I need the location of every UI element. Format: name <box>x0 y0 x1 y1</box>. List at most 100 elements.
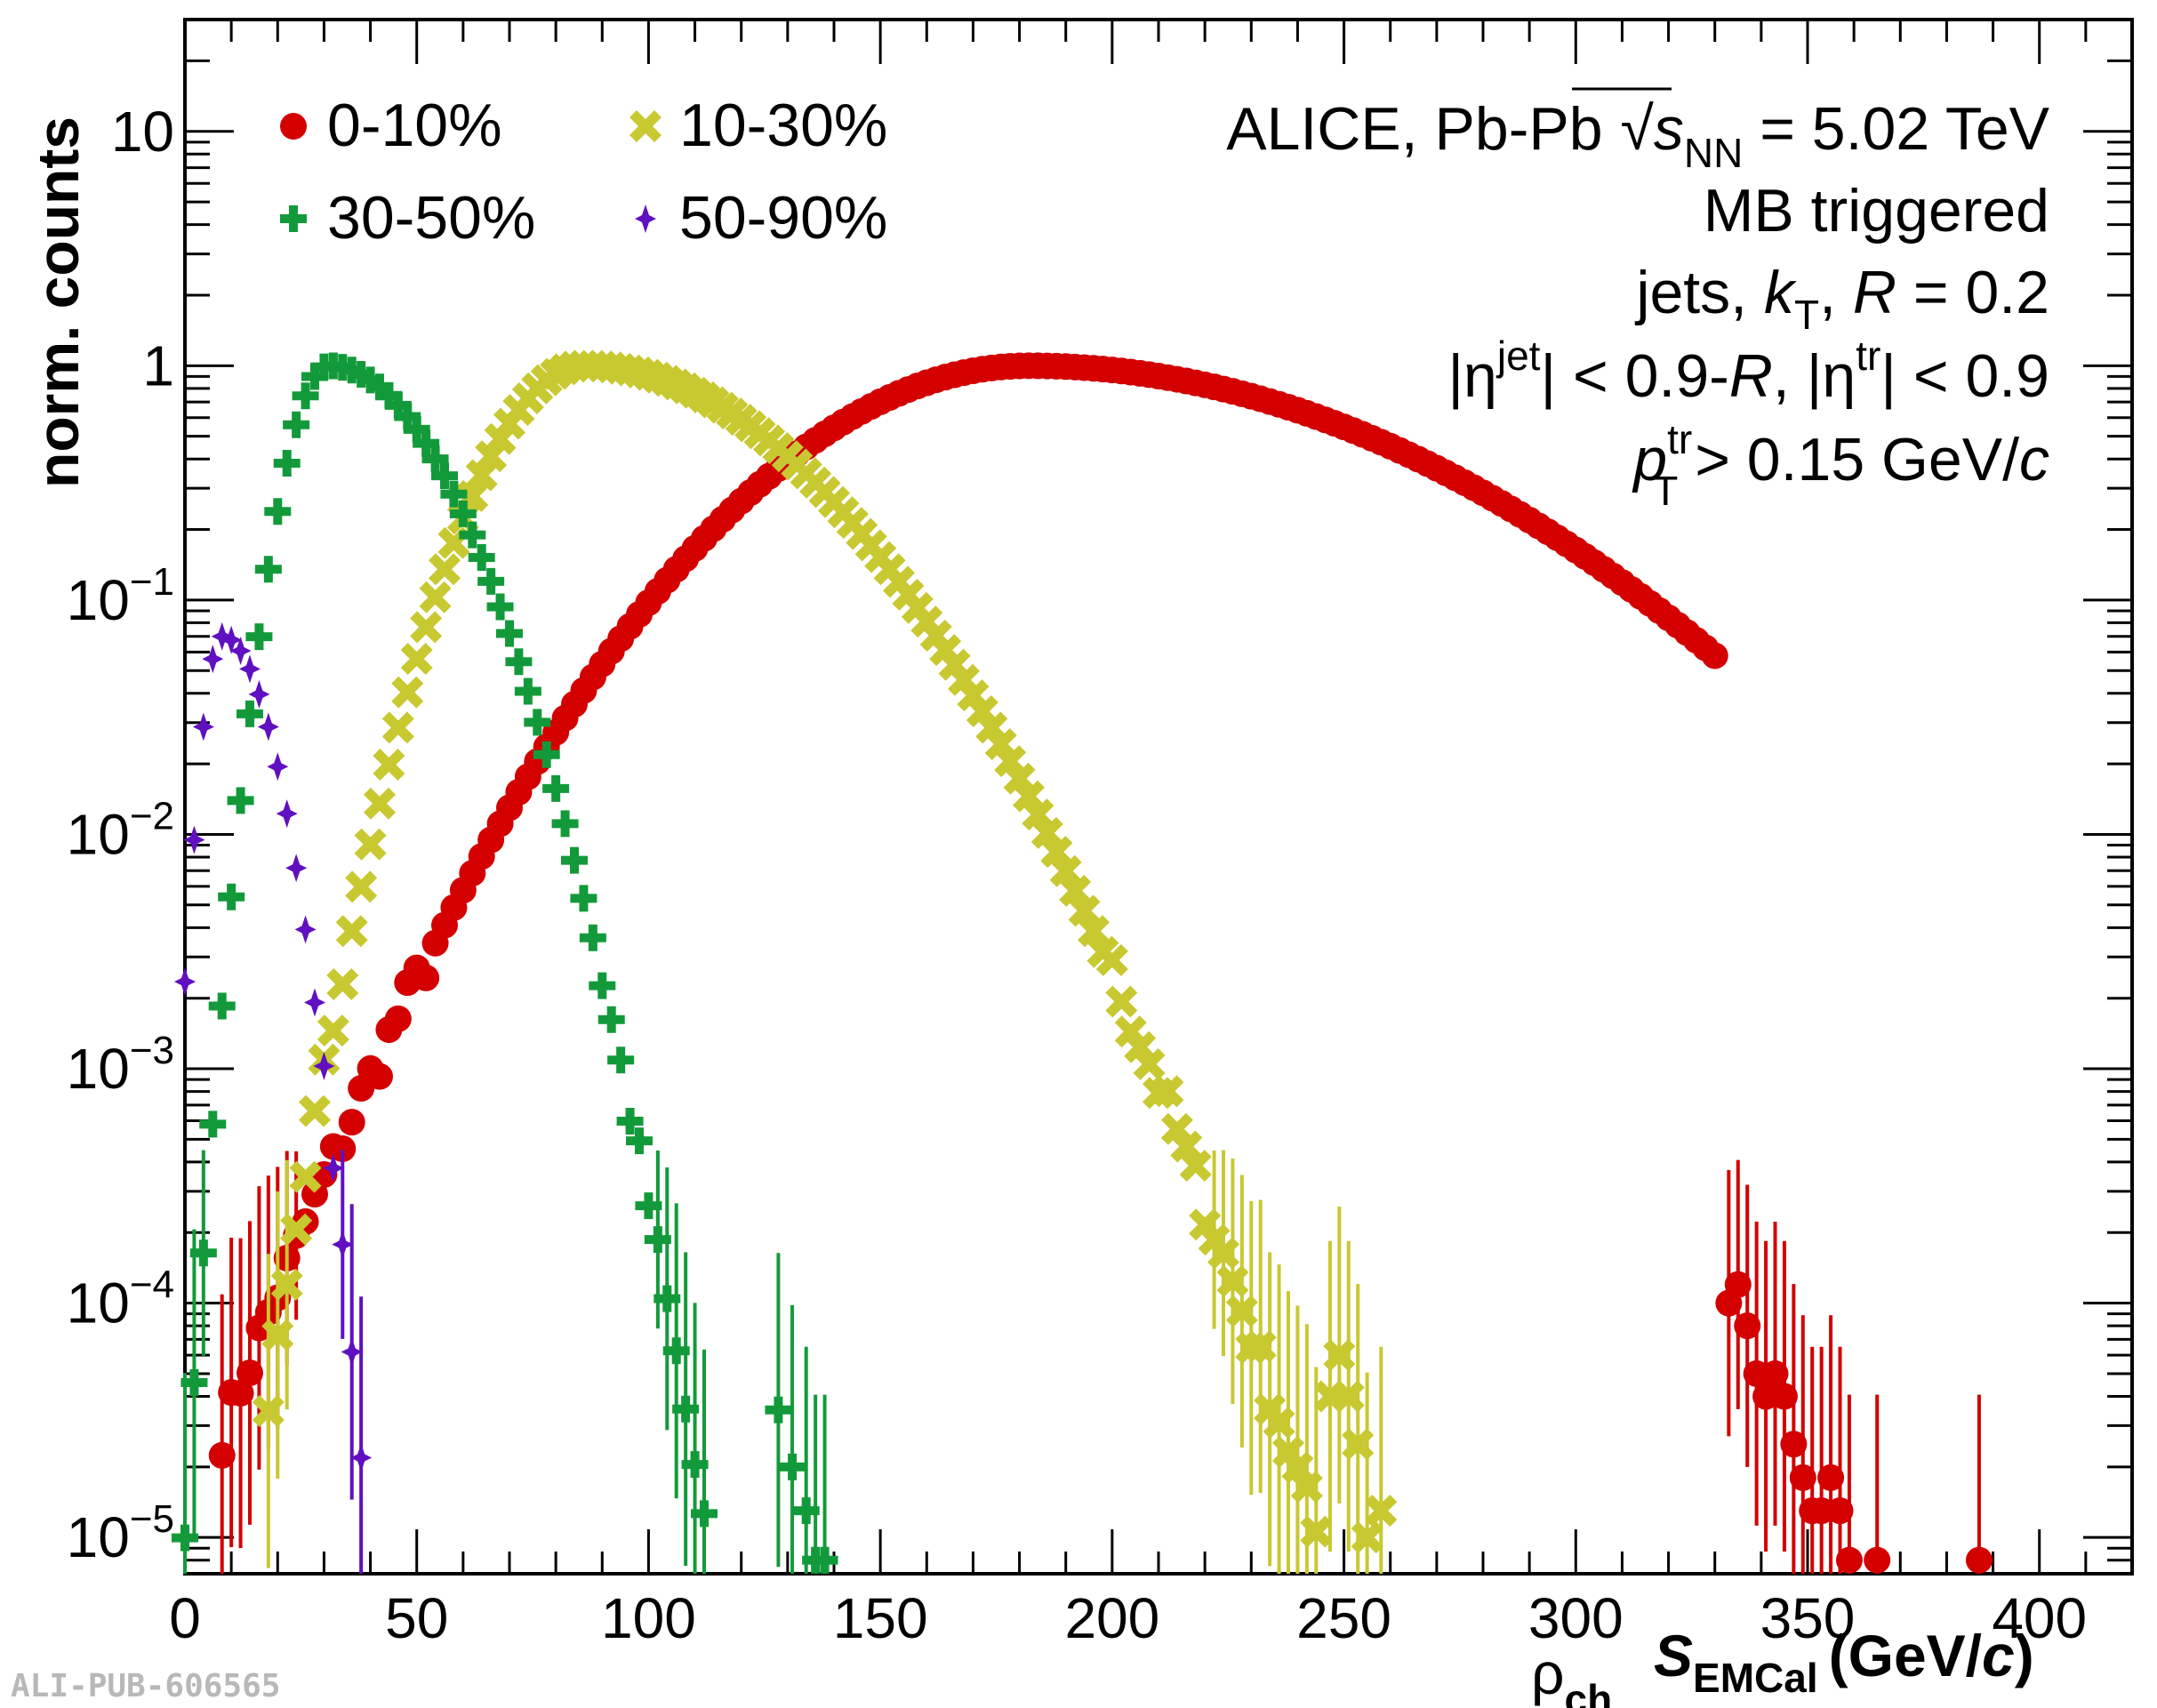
y-tick-label: 10 <box>111 100 174 164</box>
svg-text:ρch: ρch <box>1531 1640 1612 1708</box>
data-point <box>218 883 245 910</box>
y-tick-label: 10−2 <box>67 794 174 866</box>
data-point <box>221 625 243 654</box>
data-point <box>1170 1130 1203 1163</box>
data-point <box>431 462 458 490</box>
x-tick-label: 350 <box>1760 1586 1856 1650</box>
data-point <box>211 621 233 651</box>
data-point <box>229 637 252 666</box>
data-point <box>792 1497 820 1525</box>
data-point <box>551 810 579 838</box>
data-point <box>227 1379 254 1407</box>
legend-marker-3 <box>635 204 656 233</box>
legend-label-30-50: 30-50% <box>327 184 535 252</box>
data-point <box>419 581 452 613</box>
data-point <box>533 741 560 768</box>
axis-ticks <box>183 18 2134 1576</box>
x-label-unit-pre: (GeV/ <box>1829 1623 1982 1688</box>
data-point <box>1133 1047 1166 1080</box>
data-point <box>1022 798 1054 831</box>
data-point <box>1105 985 1138 1018</box>
data-point <box>984 728 1017 761</box>
data-point <box>597 1006 625 1033</box>
data-point <box>273 450 301 477</box>
data-point <box>691 1500 718 1528</box>
data-point <box>449 500 477 527</box>
annotation-line5: ptr T > 0.15 GeV/c <box>1632 416 2049 514</box>
svg-text:SEMCal(GeV/c): SEMCal (GeV/c) <box>1654 1623 2034 1701</box>
data-point <box>400 642 433 675</box>
data-point <box>626 1127 653 1155</box>
data-point <box>570 885 597 912</box>
data-point <box>654 1285 681 1312</box>
data-point <box>264 498 292 525</box>
data-point <box>1724 1271 1752 1298</box>
data-point <box>267 752 289 782</box>
data-point <box>1743 1359 1770 1387</box>
data-point <box>561 846 588 874</box>
data-point <box>270 1268 303 1301</box>
data-point <box>1734 1312 1761 1340</box>
data-point <box>1835 1546 1863 1574</box>
x-label-rho-sub: ch <box>1565 1676 1613 1708</box>
legend-label-10-30: 10-30% <box>679 92 887 159</box>
data-point <box>375 381 403 409</box>
data-point <box>322 1153 344 1183</box>
data-point <box>413 429 440 457</box>
data-point <box>313 1052 335 1081</box>
data-point <box>811 1546 838 1574</box>
data-point <box>429 553 461 586</box>
watermark: ALI-PUB-606565 <box>11 1668 280 1704</box>
series-30-50pct <box>172 352 838 1574</box>
series-0-10pct <box>208 352 1993 1574</box>
x-label-unit-c: c <box>1982 1623 2015 1688</box>
x-tick-label: 0 <box>169 1586 201 1650</box>
plot-frame <box>183 18 2134 1576</box>
data-point <box>1068 894 1101 927</box>
data-point <box>459 521 486 549</box>
data-point <box>475 440 508 473</box>
data-point <box>1761 1359 1789 1387</box>
data-point <box>1789 1463 1816 1491</box>
data-point <box>289 1160 322 1193</box>
y-tick-label: 10−3 <box>67 1029 174 1101</box>
x-label-rho: ρ <box>1531 1640 1565 1706</box>
data-point <box>765 1396 792 1423</box>
data-point <box>285 854 308 883</box>
data-point <box>403 415 430 443</box>
data-point <box>1701 642 1728 670</box>
data-point <box>276 799 298 829</box>
data-point <box>413 964 440 991</box>
data-point <box>335 915 368 948</box>
series-10-30pct <box>252 349 1398 1574</box>
legend-marker-2 <box>280 205 307 232</box>
data-point <box>384 391 412 419</box>
data-point <box>354 828 387 861</box>
legend-marker-0 <box>280 113 307 140</box>
data-point <box>1049 854 1082 887</box>
y-tick-labels: 10−5 10−4 10−3 10−2 10−1 1 10 <box>67 100 174 1569</box>
data-point <box>1770 1383 1798 1410</box>
x-tick-label: 400 <box>1992 1586 2087 1650</box>
data-point <box>329 1135 357 1162</box>
data-point <box>174 967 196 997</box>
data-point <box>1151 1075 1184 1108</box>
data-point <box>326 967 359 1000</box>
data-point <box>381 711 414 744</box>
data-point <box>410 611 443 644</box>
data-point <box>345 870 378 903</box>
annotation-line2: MB triggered <box>1704 177 2049 245</box>
data-point <box>239 654 261 684</box>
data-point <box>394 403 421 430</box>
data-point <box>304 988 325 1017</box>
x-tick-label: 50 <box>385 1586 448 1650</box>
data-point <box>180 1368 208 1396</box>
series-50-90pct <box>174 621 373 1574</box>
data-point <box>1013 780 1045 813</box>
legend-label-50-90: 50-90% <box>679 184 887 252</box>
data-point <box>1059 874 1092 907</box>
data-point <box>202 645 224 674</box>
data-point <box>1095 943 1128 976</box>
data-point <box>227 787 254 814</box>
